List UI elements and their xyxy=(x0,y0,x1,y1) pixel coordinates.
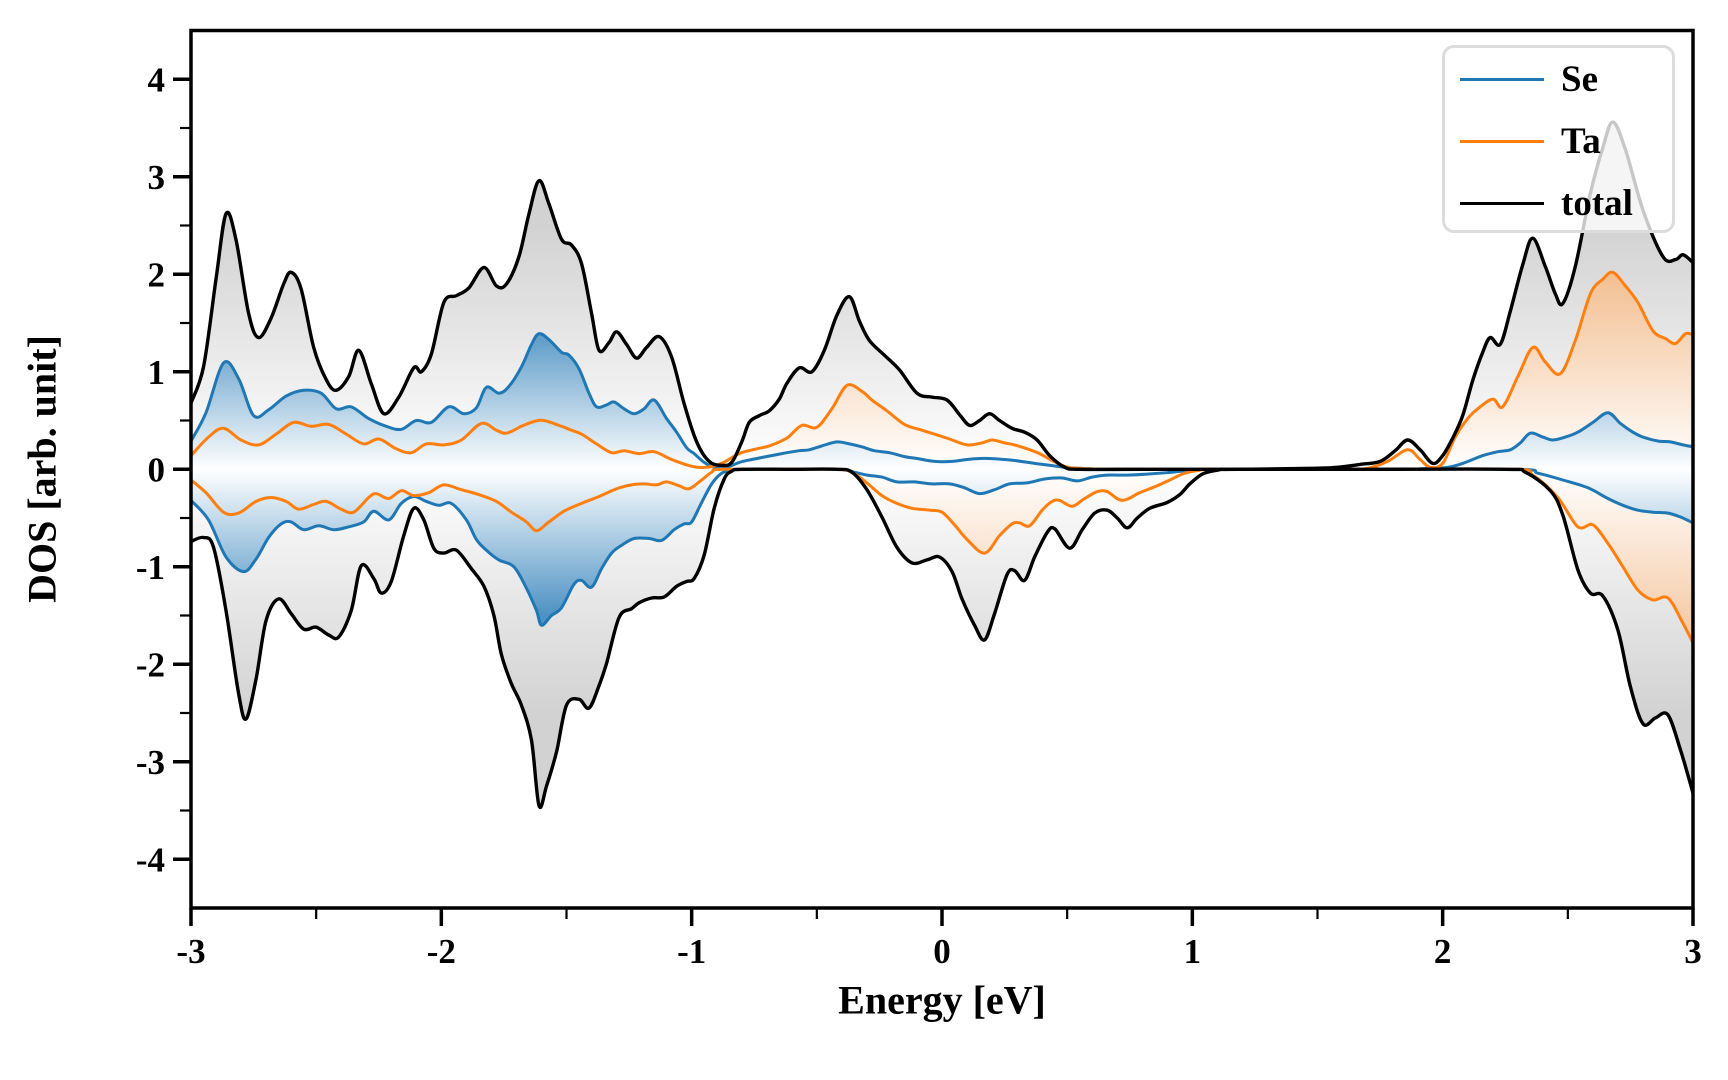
y-tick-label: -3 xyxy=(136,743,165,782)
legend-item-se: Se xyxy=(1445,48,1672,110)
Ta-spin-up-line xyxy=(191,270,1693,471)
legend-line-sample xyxy=(1460,77,1544,81)
x-tick-label: -3 xyxy=(176,932,205,971)
Se-spin-up-fill xyxy=(191,333,1693,470)
Se-spin-down-fill xyxy=(191,468,1693,626)
y-tick-label: 4 xyxy=(148,60,166,99)
legend-line-sample xyxy=(1460,201,1544,205)
total-spin-down-line xyxy=(191,467,1693,810)
legend-label: total xyxy=(1561,182,1633,224)
x-tick-label: -2 xyxy=(427,932,456,971)
curves-layer xyxy=(191,120,1693,810)
x-tick-label: 2 xyxy=(1434,932,1452,971)
x-tick-label: 3 xyxy=(1684,932,1702,971)
x-tick-label: 0 xyxy=(933,932,951,971)
x-tick-label: 1 xyxy=(1184,932,1202,971)
y-axis-label: DOS [arb. unit] xyxy=(19,335,65,603)
total-spin-up-line xyxy=(191,120,1693,472)
y-tick-label: -4 xyxy=(136,840,165,879)
x-axis-label: Energy [eV] xyxy=(838,977,1046,1023)
axes: -3 -2 -1 0 1 2 3 -4 -3 -2 -1 0 1 2 3 4 xyxy=(136,28,1702,971)
y-tick-label: 0 xyxy=(148,450,166,489)
legend: Se Ta total xyxy=(1442,45,1675,233)
legend-label: Se xyxy=(1561,58,1598,100)
total-spin-down-fill xyxy=(191,469,1693,808)
legend-item-ta: Ta xyxy=(1445,110,1672,172)
x-tick-label: -1 xyxy=(677,932,706,971)
y-tick-label: -2 xyxy=(136,645,165,684)
legend-label: Ta xyxy=(1561,120,1601,162)
legend-line-sample xyxy=(1460,139,1544,143)
y-tick-label: 1 xyxy=(148,353,166,392)
legend-item-total: total xyxy=(1445,172,1672,234)
y-tick-label: 2 xyxy=(148,255,166,294)
y-tick-label: 3 xyxy=(148,158,166,197)
Se-spin-up-line xyxy=(191,332,1693,471)
y-tick-label: -1 xyxy=(136,548,165,587)
